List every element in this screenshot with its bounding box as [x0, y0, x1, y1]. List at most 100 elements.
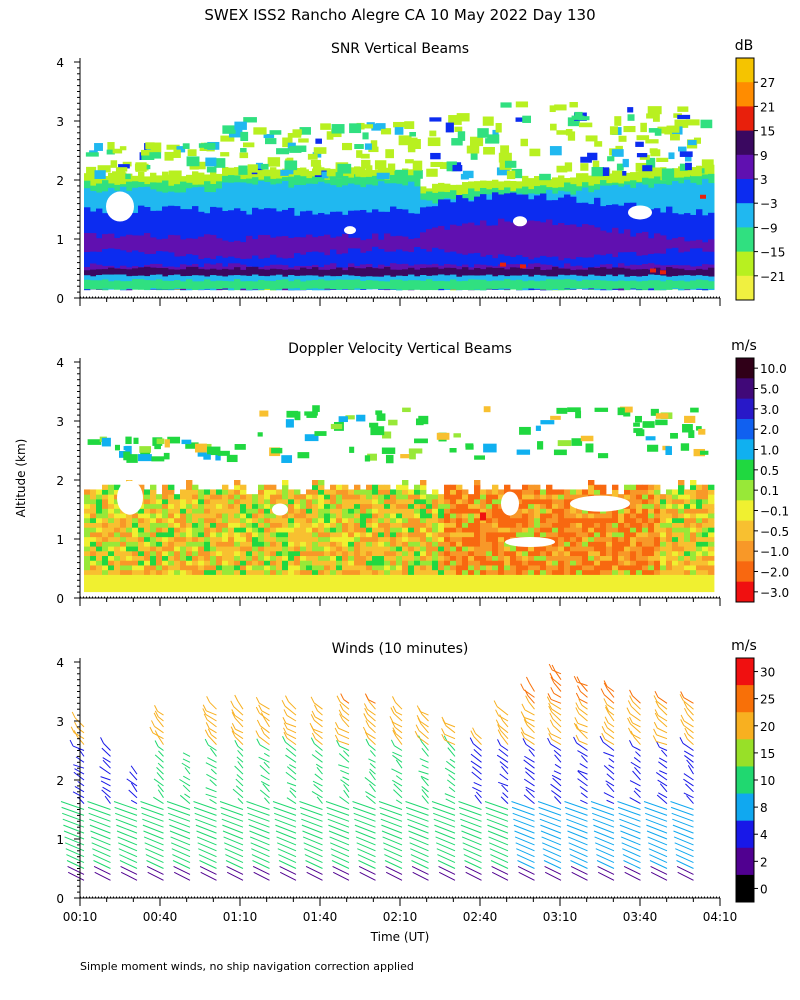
- doppler-cell: [666, 517, 673, 523]
- doppler-cell: [102, 550, 109, 557]
- doppler-cell: [600, 513, 607, 519]
- doppler-cell: [222, 574, 229, 593]
- wind-barb-flag: [605, 704, 610, 712]
- colorbar-swatch: [736, 459, 754, 481]
- wind-barb: [225, 860, 244, 869]
- wind-barb: [285, 722, 297, 728]
- wind-barb: [235, 778, 244, 787]
- snr-cell: [661, 168, 675, 179]
- snr-cell: [394, 169, 409, 180]
- doppler-cell: [624, 560, 631, 566]
- wind-barb: [157, 784, 164, 793]
- doppler-cell: [648, 489, 655, 495]
- wind-barb-flag: [363, 703, 368, 710]
- doppler-cell: [624, 522, 631, 528]
- wind-barb: [541, 836, 562, 846]
- doppler-cell: [372, 508, 379, 514]
- doppler-cell: [564, 536, 571, 542]
- doppler-cell: [648, 531, 655, 538]
- wind-barb: [358, 860, 376, 869]
- doppler-cell: [156, 560, 163, 566]
- doppler-cell: [396, 550, 403, 557]
- doppler-cell: [483, 406, 491, 413]
- doppler-cell: [552, 569, 559, 575]
- snr-cell: [656, 157, 669, 162]
- wind-barb: [412, 871, 429, 881]
- doppler-cell: [630, 531, 637, 538]
- doppler-cell: [186, 494, 193, 500]
- wind-barb-flag: [551, 664, 556, 672]
- wind-barb: [524, 755, 535, 763]
- doppler-cell: [402, 513, 409, 519]
- doppler-cell: [258, 513, 265, 519]
- doppler-cell: [312, 560, 319, 566]
- doppler-cell: [480, 550, 487, 557]
- colorbar-swatch: [736, 439, 754, 461]
- snr-cell: [600, 267, 607, 278]
- doppler-cell: [408, 517, 415, 523]
- wind-barb: [570, 865, 588, 875]
- doppler-cell: [342, 498, 349, 505]
- doppler-cell: [534, 550, 541, 557]
- colorbar-swatch: [736, 847, 754, 876]
- doppler-cell: [648, 484, 655, 490]
- snr-cell: [318, 252, 325, 281]
- doppler-cell: [222, 536, 229, 542]
- doppler-cell: [546, 484, 553, 490]
- doppler-cell: [456, 574, 463, 593]
- doppler-cell: [270, 550, 277, 557]
- doppler-cell: [594, 517, 601, 523]
- snr-cell: [360, 153, 370, 159]
- doppler-cell: [492, 513, 499, 519]
- snr-cell: [120, 268, 127, 277]
- y-tick-label: 1: [56, 233, 64, 247]
- doppler-cell: [126, 527, 133, 533]
- doppler-cell: [558, 517, 565, 523]
- doppler-cell: [96, 498, 103, 505]
- doppler-cell: [234, 527, 241, 533]
- doppler-cell: [192, 564, 199, 571]
- wind-barb: [314, 731, 323, 740]
- doppler-cell: [360, 489, 367, 495]
- doppler-cell: [87, 439, 102, 445]
- doppler-cell: [198, 508, 205, 514]
- colorbar-swatch: [736, 419, 754, 440]
- wind-barb: [353, 812, 376, 822]
- snr-cell: [516, 220, 523, 290]
- wind-barb-flag: [282, 736, 286, 743]
- doppler-cell: [708, 550, 715, 557]
- doppler-cell: [210, 494, 217, 500]
- doppler-cell: [492, 531, 499, 538]
- doppler-cell: [588, 531, 595, 538]
- doppler-cell: [660, 550, 667, 557]
- doppler-cell: [342, 489, 349, 495]
- doppler-cell: [144, 546, 151, 552]
- doppler-cell: [384, 503, 391, 509]
- doppler-cell: [666, 508, 673, 514]
- doppler-cell: [228, 541, 235, 547]
- colorbar-label: 20: [760, 720, 775, 734]
- doppler-cell: [180, 503, 187, 509]
- doppler-cell: [114, 484, 121, 490]
- wind-barb: [299, 801, 323, 810]
- doppler-cell: [474, 541, 481, 547]
- wind-barb: [460, 824, 482, 834]
- doppler-cell: [342, 574, 349, 593]
- doppler-cell: [648, 546, 655, 552]
- doppler-cell: [666, 564, 673, 571]
- doppler-cell: [666, 546, 673, 552]
- doppler-cell: [120, 569, 127, 575]
- doppler-cell: [306, 569, 313, 575]
- snr-cell: [546, 219, 553, 290]
- doppler-cell: [120, 536, 127, 542]
- wind-barb: [514, 836, 535, 846]
- wind-barb-flag: [203, 713, 208, 721]
- doppler-cell: [600, 550, 607, 557]
- wind-barb: [382, 836, 403, 846]
- doppler-cell: [258, 574, 265, 593]
- doppler-cell: [370, 426, 385, 436]
- snr-cell: [312, 267, 319, 278]
- doppler-cell: [648, 503, 655, 509]
- snr-cell: [135, 162, 147, 172]
- doppler-cell: [558, 555, 565, 561]
